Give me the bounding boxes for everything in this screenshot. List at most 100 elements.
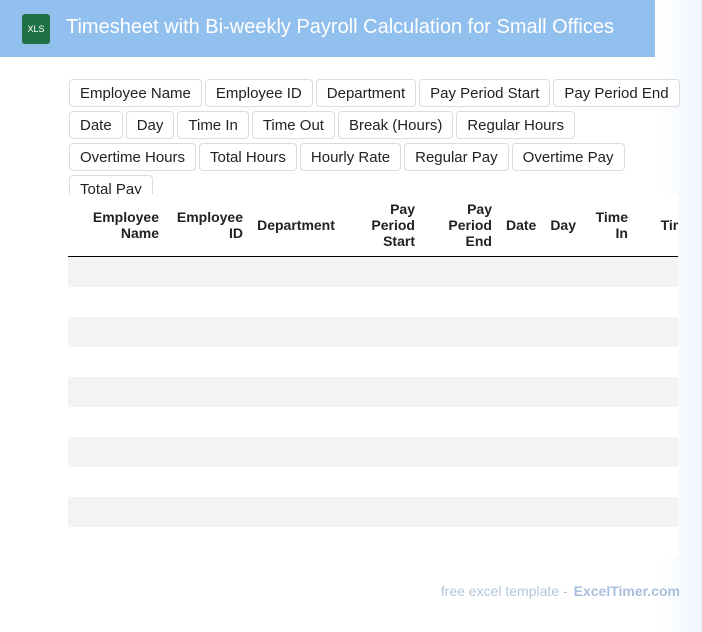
table-cell xyxy=(250,347,342,377)
field-chip[interactable]: Total Hours xyxy=(199,143,297,171)
table-cell xyxy=(499,527,543,557)
table-row xyxy=(68,256,678,287)
table-cell xyxy=(68,317,166,347)
table-cell xyxy=(422,317,499,347)
table-cell xyxy=(166,467,250,497)
table-cell xyxy=(422,347,499,377)
table-cell xyxy=(166,256,250,287)
field-chip[interactable]: Pay Period Start xyxy=(419,79,551,107)
table-row xyxy=(68,527,678,557)
table-row xyxy=(68,497,678,527)
table-cell xyxy=(342,256,422,287)
field-chip[interactable]: Break (Hours) xyxy=(337,111,454,139)
table-cell xyxy=(68,287,166,317)
table-cell xyxy=(342,377,422,407)
table-cell xyxy=(499,256,543,287)
table-cell xyxy=(422,467,499,497)
table-cell xyxy=(250,497,342,527)
table-cell xyxy=(166,437,250,467)
title: Timesheet with Bi-weekly Payroll Calcula… xyxy=(66,16,614,38)
column-header: Date xyxy=(499,194,543,257)
table-cell xyxy=(342,317,422,347)
table-cell xyxy=(543,527,583,557)
footer-text: free excel template - xyxy=(440,583,568,599)
table-cell xyxy=(583,497,635,527)
field-chip[interactable]: Date xyxy=(69,111,123,139)
field-chip[interactable]: Overtime Hours xyxy=(69,143,197,171)
table-cell xyxy=(635,437,678,467)
column-header: Employee ID xyxy=(166,194,250,257)
table-cell xyxy=(342,497,422,527)
table-cell xyxy=(68,347,166,377)
table-row xyxy=(68,287,678,317)
table-cell xyxy=(543,407,583,437)
field-chip[interactable]: Regular Hours xyxy=(456,111,576,139)
table-cell xyxy=(583,407,635,437)
table-cell xyxy=(68,467,166,497)
table-cell xyxy=(499,287,543,317)
table-cell xyxy=(342,527,422,557)
table-cell xyxy=(422,407,499,437)
table-cell xyxy=(499,377,543,407)
field-chip[interactable]: Time In xyxy=(177,111,249,139)
footer-link[interactable]: ExcelTimer.com xyxy=(573,583,680,599)
table-container: Employee Name Employee ID Department Pay Pe… xyxy=(68,194,678,557)
table-cell xyxy=(342,467,422,497)
table-row xyxy=(68,377,678,407)
xls-icon: XLS xyxy=(22,14,50,44)
table-cell xyxy=(422,437,499,467)
table-cell xyxy=(635,317,678,347)
table-cell xyxy=(583,527,635,557)
table-cell xyxy=(543,287,583,317)
table-cell xyxy=(68,407,166,437)
table-cell xyxy=(166,377,250,407)
table-cell xyxy=(166,527,250,557)
table-cell xyxy=(422,497,499,527)
field-chip[interactable]: Day xyxy=(125,111,175,139)
column-header: Department xyxy=(250,194,342,257)
table-cell xyxy=(166,407,250,437)
column-header: Employee Name xyxy=(68,194,166,257)
table-cell xyxy=(583,287,635,317)
table-cell xyxy=(422,377,499,407)
table-cell xyxy=(583,256,635,287)
field-chip[interactable]: Hourly Rate xyxy=(299,143,402,171)
table-cell xyxy=(635,287,678,317)
table-cell xyxy=(250,527,342,557)
field-chip[interactable]: Regular Pay xyxy=(404,143,509,171)
table-cell xyxy=(422,287,499,317)
table-cell xyxy=(68,527,166,557)
table-cell xyxy=(543,256,583,287)
table-cell xyxy=(166,497,250,527)
table-cell xyxy=(166,347,250,377)
field-chip[interactable]: Time Out xyxy=(251,111,335,139)
table-cell xyxy=(342,287,422,317)
field-chip[interactable]: Department xyxy=(315,79,417,107)
column-header: Time In xyxy=(583,194,635,257)
table-cell xyxy=(543,497,583,527)
table-cell xyxy=(583,437,635,467)
table-cell xyxy=(250,287,342,317)
table-cell xyxy=(68,497,166,527)
table-row xyxy=(68,347,678,377)
header-row: Employee Name Employee ID Department Pay Pe… xyxy=(68,194,678,257)
table-row xyxy=(68,407,678,437)
table-cell xyxy=(68,437,166,467)
field-chip[interactable]: Employee ID xyxy=(204,79,313,107)
table-cell xyxy=(422,527,499,557)
field-chip[interactable]: Overtime Pay xyxy=(511,143,625,171)
column-header: Day xyxy=(543,194,583,257)
footer: free excel template - ExcelTimer.com xyxy=(441,583,680,599)
table-cell xyxy=(250,407,342,437)
table-cell xyxy=(635,497,678,527)
table-row xyxy=(68,467,678,497)
table-cell xyxy=(635,377,678,407)
table-cell xyxy=(583,377,635,407)
column-header: Pay Period Start xyxy=(342,194,422,257)
table-cell xyxy=(250,317,342,347)
field-chip[interactable]: Pay Period End xyxy=(553,79,680,107)
table-cell xyxy=(499,317,543,347)
field-chip[interactable]: Employee Name xyxy=(69,79,202,107)
table-cell xyxy=(499,407,543,437)
